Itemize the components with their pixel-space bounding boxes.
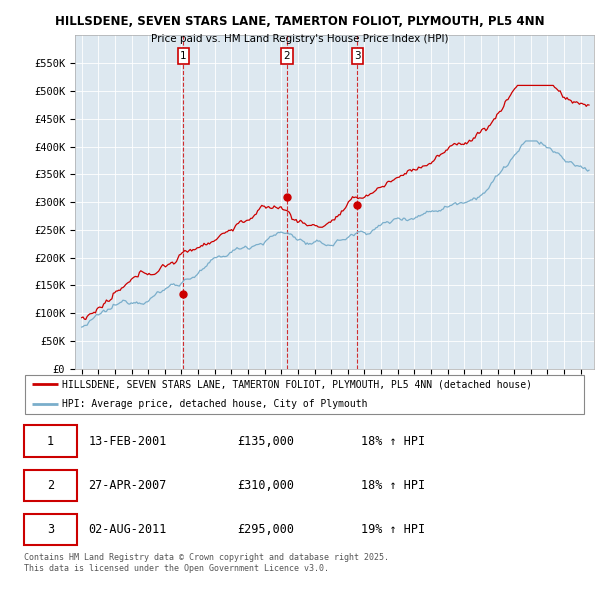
Text: 1: 1 (47, 434, 54, 448)
Text: £310,000: £310,000 (237, 478, 294, 492)
Text: Price paid vs. HM Land Registry's House Price Index (HPI): Price paid vs. HM Land Registry's House … (151, 34, 449, 44)
Text: HILLSDENE, SEVEN STARS LANE, TAMERTON FOLIOT, PLYMOUTH, PL5 4NN: HILLSDENE, SEVEN STARS LANE, TAMERTON FO… (55, 15, 545, 28)
Text: 13-FEB-2001: 13-FEB-2001 (89, 434, 167, 448)
Text: 1: 1 (180, 51, 187, 61)
FancyBboxPatch shape (25, 375, 584, 414)
Text: HILLSDENE, SEVEN STARS LANE, TAMERTON FOLIOT, PLYMOUTH, PL5 4NN (detached house): HILLSDENE, SEVEN STARS LANE, TAMERTON FO… (62, 379, 532, 389)
Text: Contains HM Land Registry data © Crown copyright and database right 2025.
This d: Contains HM Land Registry data © Crown c… (24, 553, 389, 573)
Text: 18% ↑ HPI: 18% ↑ HPI (361, 478, 425, 492)
Text: 3: 3 (47, 523, 54, 536)
Text: HPI: Average price, detached house, City of Plymouth: HPI: Average price, detached house, City… (62, 399, 368, 409)
Text: £135,000: £135,000 (237, 434, 294, 448)
Text: 2: 2 (283, 51, 290, 61)
Text: 2: 2 (47, 478, 54, 492)
Text: 19% ↑ HPI: 19% ↑ HPI (361, 523, 425, 536)
Text: £295,000: £295,000 (237, 523, 294, 536)
FancyBboxPatch shape (24, 425, 77, 457)
Text: 02-AUG-2011: 02-AUG-2011 (89, 523, 167, 536)
Text: 3: 3 (354, 51, 361, 61)
FancyBboxPatch shape (24, 514, 77, 545)
Text: 27-APR-2007: 27-APR-2007 (89, 478, 167, 492)
Text: 18% ↑ HPI: 18% ↑ HPI (361, 434, 425, 448)
FancyBboxPatch shape (24, 470, 77, 501)
